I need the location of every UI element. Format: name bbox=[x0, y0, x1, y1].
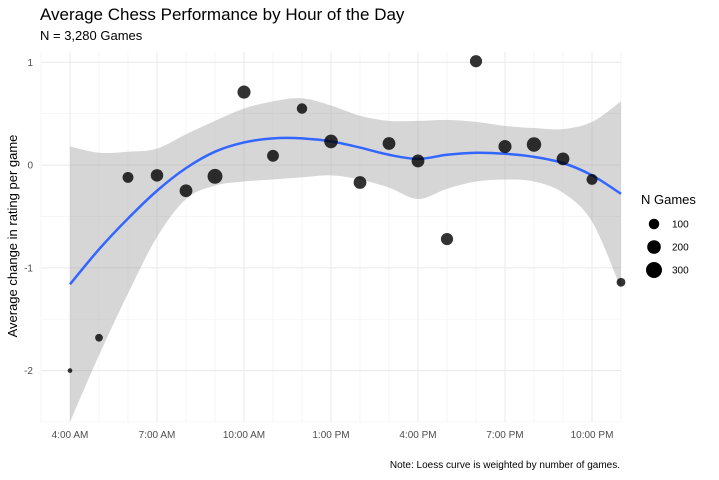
legend-label: 100 bbox=[672, 220, 689, 231]
data-point bbox=[150, 169, 164, 182]
y-tick-label: -1 bbox=[24, 263, 33, 274]
data-point bbox=[382, 137, 396, 150]
data-point bbox=[469, 55, 483, 68]
x-tick-label: 4:00 PM bbox=[399, 430, 436, 441]
chart-caption: Note: Loess curve is weighted by number … bbox=[389, 460, 620, 471]
y-axis-title: Average change in rating per game bbox=[5, 135, 20, 338]
size-legend: N Games 100 200 300 bbox=[641, 192, 696, 278]
loess-confidence-band bbox=[70, 98, 621, 423]
data-point bbox=[526, 137, 542, 152]
data-point bbox=[616, 277, 626, 287]
loess-curve bbox=[69, 136, 622, 286]
data-point bbox=[207, 168, 223, 184]
grid-major bbox=[41, 52, 621, 422]
legend-label: 200 bbox=[672, 243, 689, 254]
data-point bbox=[324, 134, 338, 149]
legend-key-circle bbox=[647, 240, 661, 254]
x-tick-label: 1:00 PM bbox=[312, 430, 349, 441]
data-points bbox=[67, 55, 626, 373]
data-point bbox=[556, 152, 570, 166]
legend-label: 300 bbox=[672, 266, 689, 277]
y-tick-label: 0 bbox=[27, 161, 33, 172]
data-point bbox=[122, 171, 134, 183]
data-point bbox=[411, 154, 425, 168]
x-axis-ticks: 4:00 AM 7:00 AM 10:00 AM 1:00 PM 4:00 PM 7:00… bbox=[52, 430, 614, 441]
data-point bbox=[296, 103, 308, 114]
x-tick-label: 7:00 PM bbox=[486, 430, 523, 441]
x-tick-label: 10:00 AM bbox=[223, 430, 265, 441]
data-point bbox=[67, 368, 73, 373]
chart-subtitle: N = 3,280 Games bbox=[40, 28, 143, 43]
x-tick-label: 4:00 AM bbox=[52, 430, 89, 441]
data-point bbox=[95, 333, 103, 342]
legend-key-circle bbox=[646, 262, 662, 278]
data-point bbox=[237, 85, 251, 99]
x-tick-label: 7:00 AM bbox=[139, 430, 176, 441]
data-point bbox=[498, 140, 512, 154]
data-point bbox=[267, 149, 279, 162]
chart-title: Average Chess Performance by Hour of the… bbox=[40, 5, 405, 24]
legend-title: N Games bbox=[641, 192, 696, 207]
y-axis-ticks: -2 -1 0 1 bbox=[24, 58, 33, 377]
x-tick-label: 10:00 PM bbox=[571, 430, 614, 441]
y-tick-label: 1 bbox=[27, 58, 33, 69]
y-tick-label: -2 bbox=[24, 366, 33, 377]
data-point bbox=[440, 232, 454, 246]
data-point bbox=[353, 176, 367, 189]
data-point bbox=[586, 174, 598, 185]
data-point bbox=[179, 184, 193, 198]
legend-key-circle bbox=[648, 218, 660, 230]
